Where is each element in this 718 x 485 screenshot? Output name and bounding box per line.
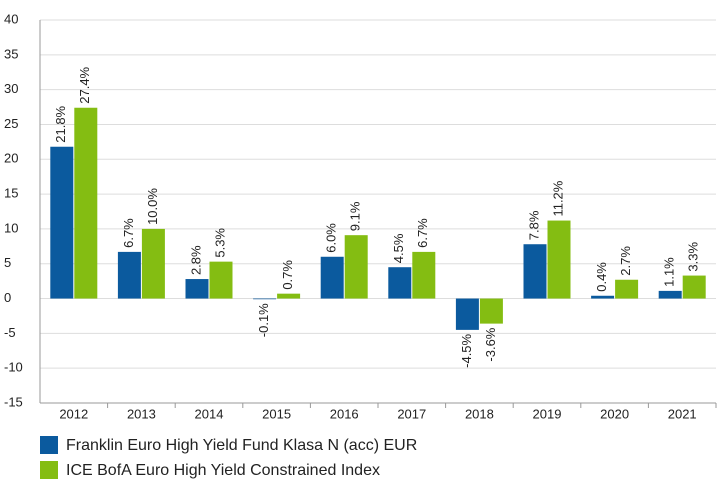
value-label: 6.7% [121, 218, 136, 248]
bar [253, 298, 277, 300]
x-tick-label: 2020 [600, 406, 629, 421]
y-tick-label: 5 [4, 255, 11, 270]
x-tick-label: 2015 [262, 406, 291, 421]
bar [277, 293, 301, 299]
value-label: 9.1% [348, 201, 363, 231]
y-tick-label: 40 [4, 11, 18, 26]
y-tick-label: 20 [4, 151, 18, 166]
value-label: 6.0% [324, 223, 339, 253]
value-label: -3.6% [483, 327, 498, 361]
value-label: 7.8% [526, 210, 541, 240]
x-tick-label: 2014 [195, 406, 224, 421]
value-label: 4.5% [391, 233, 406, 263]
bar [185, 279, 209, 299]
legend-label: ICE BofA Euro High Yield Constrained Ind… [66, 462, 380, 479]
x-tick-label: 2019 [533, 406, 562, 421]
bar [141, 228, 165, 299]
value-label: 2.8% [188, 245, 203, 275]
value-label: 5.3% [212, 228, 227, 258]
value-label: 0.4% [594, 262, 609, 292]
value-label: 1.1% [662, 257, 677, 287]
bar [547, 220, 571, 299]
legend-swatch [40, 436, 58, 454]
bar [117, 251, 141, 299]
value-label: 11.2% [550, 180, 565, 216]
bar [523, 244, 547, 299]
value-label: 3.3% [686, 241, 701, 271]
bar [50, 146, 74, 299]
x-tick-label: 2013 [127, 406, 156, 421]
y-tick-label: -15 [4, 394, 23, 409]
bar [658, 290, 682, 299]
bar [479, 298, 503, 324]
x-tick-label: 2018 [465, 406, 494, 421]
value-label: 21.8% [53, 105, 68, 142]
bar [615, 279, 639, 299]
bar [682, 275, 706, 299]
y-tick-label: 30 [4, 81, 18, 96]
bar [412, 251, 436, 299]
legend-label: Franklin Euro High Yield Fund Klasa N (a… [66, 437, 417, 454]
y-tick-label: 10 [4, 220, 18, 235]
value-label: 2.7% [618, 246, 633, 276]
bar [74, 107, 98, 299]
value-label: 27.4% [77, 66, 92, 103]
bar [591, 295, 615, 299]
y-tick-label: -10 [4, 360, 23, 375]
y-tick-label: 15 [4, 186, 18, 201]
value-label: -0.1% [256, 303, 271, 337]
bar [388, 267, 412, 299]
x-tick-label: 2016 [330, 406, 359, 421]
value-label: -4.5% [459, 333, 474, 367]
x-tick-label: 2017 [397, 406, 426, 421]
bar [344, 235, 368, 299]
bar [209, 261, 233, 299]
y-tick-label: 0 [4, 290, 11, 305]
y-tick-label: 25 [4, 116, 18, 131]
x-tick-label: 2012 [59, 406, 88, 421]
bar [320, 256, 344, 299]
x-tick-label: 2021 [668, 406, 697, 421]
bar [455, 298, 479, 330]
value-label: 6.7% [415, 218, 430, 248]
y-tick-label: -5 [4, 325, 16, 340]
y-tick-label: 35 [4, 46, 18, 61]
legend-swatch [40, 461, 58, 479]
value-label: 10.0% [145, 188, 160, 225]
value-label: 0.7% [280, 260, 295, 290]
